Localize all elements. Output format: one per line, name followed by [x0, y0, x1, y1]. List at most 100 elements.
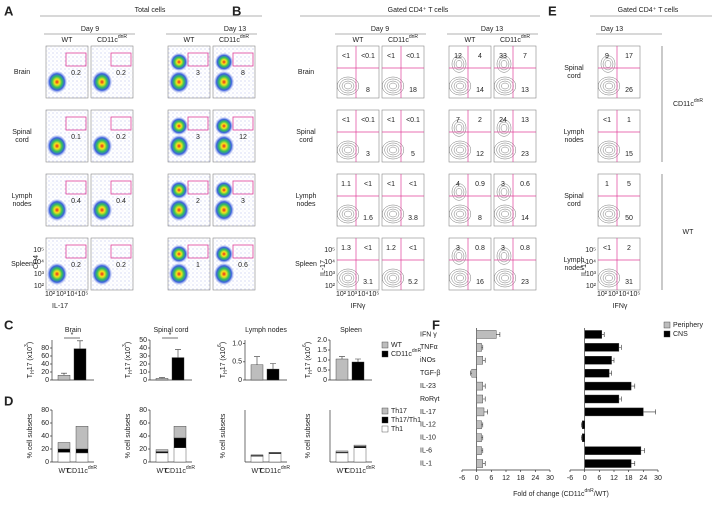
quadrant-percent: 31	[625, 279, 633, 286]
x-tick-label: 18	[517, 475, 525, 482]
quadrant-percent: 18	[409, 87, 417, 94]
contour	[339, 78, 357, 94]
quadrant-percent: <1	[409, 181, 417, 188]
bar-segment	[155, 452, 169, 463]
contour	[341, 144, 355, 156]
y-axis-label-part: 17 (x10	[27, 347, 34, 370]
cell-density	[215, 53, 233, 71]
y-axis-label-part: )	[27, 342, 34, 344]
row-label: Spinal	[12, 129, 32, 136]
x-axis-label: IL-17	[52, 303, 68, 310]
contour	[456, 146, 464, 154]
y-axis-label-part: 3	[122, 344, 128, 347]
quadrant-percent: <1	[387, 117, 395, 124]
legend-label-part: WT	[391, 342, 403, 349]
bar-segment	[268, 452, 282, 454]
x-tick-label: 12	[502, 475, 510, 482]
y-tick-label: 0	[238, 377, 242, 384]
contour	[389, 146, 397, 154]
y-tick-label: 10⁴	[324, 259, 335, 266]
error-bar	[339, 356, 345, 359]
contour	[605, 146, 613, 154]
bar-segment	[57, 452, 71, 463]
chart-title: Brain	[65, 327, 81, 334]
quadrant-percent: 3	[456, 245, 460, 252]
quadrant-percent: 4	[456, 181, 460, 188]
quadrant-percent: 1.3	[341, 245, 351, 252]
quadrant-percent: 8	[366, 87, 370, 94]
cell-density	[92, 71, 112, 93]
x-tick-label: 10²	[45, 291, 56, 298]
quadrant-percent: 1	[605, 181, 609, 188]
legend-swatch	[381, 407, 389, 415]
panel-letter: A	[4, 3, 14, 18]
bar	[476, 381, 483, 391]
contour	[386, 272, 400, 284]
contour	[455, 124, 463, 132]
gate-percent: 0.2	[116, 262, 126, 269]
contour	[384, 270, 402, 286]
legend-swatch	[381, 425, 389, 433]
y-tick-label: 0	[45, 377, 49, 384]
contour	[501, 146, 509, 154]
x-tick-label: 10⁴	[358, 291, 369, 298]
column-label-part: dnR	[118, 34, 128, 40]
x-tick-label: 6	[597, 475, 601, 482]
error-bar	[631, 383, 636, 389]
row-label: Spinal	[564, 193, 584, 200]
group-label: WT	[683, 229, 695, 236]
x-tick-label: CD11cdnR	[260, 465, 290, 475]
y-axis-label-part: 3	[24, 344, 30, 347]
y-tick-label: 40	[41, 361, 49, 368]
x-tick-label: CD11cdnR	[67, 465, 97, 475]
y-axis-label: CD4	[33, 255, 40, 269]
x-tick-label-part: CD11c	[345, 468, 366, 475]
bar	[476, 330, 497, 339]
bar-segment	[250, 454, 264, 456]
quadrant-percent: <0.1	[361, 53, 375, 60]
y-tick-label: 10³	[325, 271, 336, 278]
contour	[598, 76, 621, 96]
bar-segment	[335, 450, 349, 453]
contour	[602, 208, 616, 220]
quadrant-percent: 15	[625, 151, 633, 158]
contour	[341, 208, 355, 220]
chart-title: Spleen	[340, 327, 362, 334]
contour	[344, 82, 352, 90]
error-bar	[601, 331, 605, 337]
x-tick-label: 30	[654, 475, 662, 482]
quadrant-percent: 23	[521, 279, 529, 286]
x-tick-label: 10²	[336, 291, 347, 298]
bar-segment	[57, 442, 71, 450]
column-label: WT	[353, 37, 365, 44]
cell-density	[214, 71, 234, 93]
category-label: iNOs	[420, 357, 436, 364]
bar	[476, 446, 482, 455]
row-label: cord	[299, 137, 313, 144]
contour	[501, 210, 509, 218]
bar-segment	[75, 448, 89, 454]
contour	[386, 144, 400, 156]
category-label: TGF-β	[420, 370, 440, 377]
legend-label: WT	[391, 342, 403, 349]
cell-density	[92, 263, 112, 285]
x-tick-label-part: WT	[337, 468, 349, 475]
bar	[73, 348, 87, 381]
gate-percent: 0.1	[71, 134, 81, 141]
x-tick-label-part: CD11c	[165, 468, 186, 475]
quadrant-percent: 2	[478, 117, 482, 124]
error-bar	[643, 409, 656, 415]
y-axis-label-part: 6	[302, 344, 308, 347]
day-label: Day 13	[601, 26, 623, 33]
contour	[498, 249, 510, 263]
y-axis-label: TH17 (x103)	[122, 342, 134, 378]
panel-letter: E	[548, 3, 557, 18]
contour	[389, 210, 397, 218]
x-tick-label: 24	[639, 475, 647, 482]
error-bar	[581, 435, 583, 441]
contour	[455, 60, 463, 68]
contour	[337, 204, 360, 224]
column-label-part: CD11c	[219, 37, 240, 44]
x-tick-label: 10³	[347, 291, 358, 298]
